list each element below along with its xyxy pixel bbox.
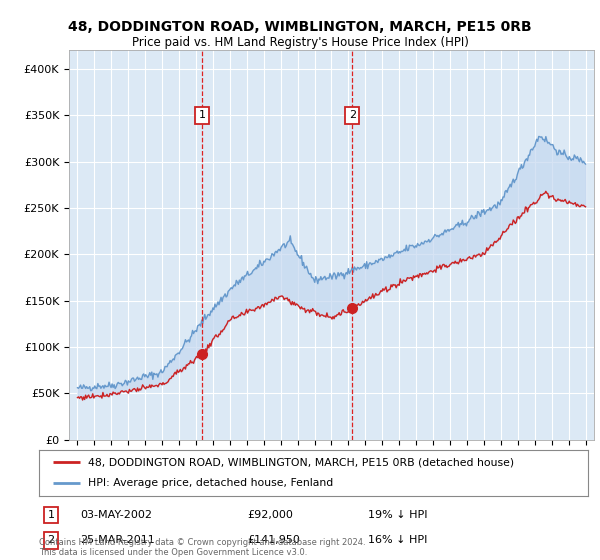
Text: Contains HM Land Registry data © Crown copyright and database right 2024.
This d: Contains HM Land Registry data © Crown c… (39, 538, 365, 557)
Text: 03-MAY-2002: 03-MAY-2002 (80, 510, 152, 520)
Text: 25-MAR-2011: 25-MAR-2011 (80, 535, 155, 545)
Text: Price paid vs. HM Land Registry's House Price Index (HPI): Price paid vs. HM Land Registry's House … (131, 36, 469, 49)
Text: 1: 1 (47, 510, 55, 520)
Text: 16% ↓ HPI: 16% ↓ HPI (368, 535, 428, 545)
Text: 48, DODDINGTON ROAD, WIMBLINGTON, MARCH, PE15 0RB: 48, DODDINGTON ROAD, WIMBLINGTON, MARCH,… (68, 20, 532, 34)
Text: £92,000: £92,000 (248, 510, 293, 520)
Text: 19% ↓ HPI: 19% ↓ HPI (368, 510, 428, 520)
Text: 1: 1 (199, 110, 205, 120)
Text: 2: 2 (349, 110, 356, 120)
Text: £141,950: £141,950 (248, 535, 301, 545)
Text: 48, DODDINGTON ROAD, WIMBLINGTON, MARCH, PE15 0RB (detached house): 48, DODDINGTON ROAD, WIMBLINGTON, MARCH,… (88, 457, 515, 467)
Text: 2: 2 (47, 535, 55, 545)
Text: HPI: Average price, detached house, Fenland: HPI: Average price, detached house, Fenl… (88, 478, 334, 488)
